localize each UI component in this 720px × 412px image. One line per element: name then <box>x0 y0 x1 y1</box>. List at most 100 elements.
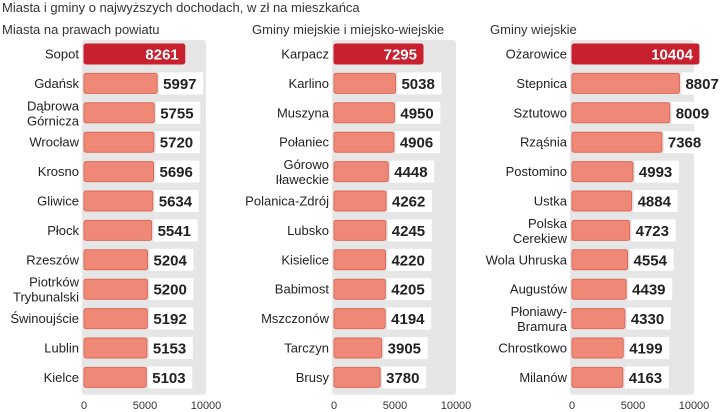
value-label-background <box>159 72 204 95</box>
category-label: Polanica-Zdrój <box>245 194 329 209</box>
value-label: 7295 <box>384 47 417 64</box>
value-label: 4330 <box>631 311 664 328</box>
category-label-line: Gdańsk <box>34 76 79 91</box>
value-label-background <box>155 131 200 154</box>
category-label-line: Sopot <box>45 47 79 62</box>
category-label: Milanów <box>519 370 567 385</box>
bar <box>571 131 663 153</box>
category-label-line: Dąbrowa <box>27 98 80 113</box>
category-label: Kisielice <box>281 252 329 267</box>
bar-chart-rural-communes: Ożarowice 10404 Stepnica 8807 Sztutowo 8009 Rz… <box>486 40 720 412</box>
value-label-background <box>387 278 432 301</box>
value-label: 5997 <box>163 76 196 93</box>
bar <box>333 161 389 183</box>
bar <box>333 337 383 359</box>
bar <box>83 249 148 271</box>
category-label: Świnoujście <box>10 311 79 326</box>
value-label: 4194 <box>391 311 425 328</box>
bar <box>571 161 634 183</box>
value-label: 8009 <box>676 105 709 122</box>
category-label-line: Ustka <box>534 194 568 209</box>
bar <box>83 161 154 183</box>
value-label-background <box>629 248 674 271</box>
category-label-line: Stepnica <box>516 76 567 91</box>
value-label-background <box>397 72 442 95</box>
category-label-line: Piotrków <box>29 275 79 290</box>
plot-background <box>82 40 206 395</box>
value-label-background <box>148 366 193 389</box>
bar <box>333 308 386 330</box>
category-label-line: Wola Uhruska <box>486 252 568 267</box>
category-label-line: Karpacz <box>281 47 329 62</box>
category-label-line: Polanica-Zdrój <box>245 194 329 209</box>
bar <box>83 72 158 94</box>
category-label-line: Wrocław <box>29 135 79 150</box>
value-label-background <box>153 219 198 242</box>
bar <box>83 308 148 330</box>
bar <box>333 43 424 65</box>
category-label-line: Brusy <box>296 370 330 385</box>
bar <box>83 337 148 359</box>
category-label-line: Płoniawy- <box>511 304 567 319</box>
category-label-line: Trybunalski <box>13 290 79 305</box>
category-label-line: Cerekiew <box>513 231 568 246</box>
category-label: Płoniawy-Bramura <box>511 304 568 334</box>
value-label: 5696 <box>159 164 192 181</box>
category-label-line: Gliwice <box>37 194 79 209</box>
plot-background <box>332 40 456 395</box>
category-label: Sztutowo <box>514 105 567 120</box>
plot-background <box>570 40 694 395</box>
bar <box>83 190 154 212</box>
bar <box>83 102 155 124</box>
category-label-line: Lubsko <box>287 223 329 238</box>
category-label-line: Połaniec <box>279 135 329 150</box>
category-label-line: Świnoujście <box>10 311 79 326</box>
value-label: 5204 <box>153 252 187 269</box>
x-tick-label: 0 <box>81 400 87 412</box>
category-label: Stepnica <box>516 76 567 91</box>
category-label: Płock <box>47 223 79 238</box>
category-label: Wola Uhruska <box>486 252 568 267</box>
category-label: Krosno <box>38 164 79 179</box>
category-label: Karlino <box>289 76 329 91</box>
category-label-line: Iławeckie <box>276 172 329 187</box>
x-tick-label: 10000 <box>191 400 222 412</box>
bar <box>571 278 627 300</box>
value-label: 4205 <box>391 282 424 299</box>
category-label: Augustów <box>510 282 568 297</box>
category-label-line: Karlino <box>289 76 329 91</box>
value-label-background <box>626 307 671 330</box>
bar <box>571 308 626 330</box>
category-label-line: Bramura <box>517 319 568 334</box>
value-label-background <box>149 248 194 271</box>
bar <box>83 366 147 388</box>
category-label: Ożarowice <box>506 47 567 62</box>
category-label: Sopot <box>45 47 79 62</box>
x-tick-label: 10000 <box>679 400 710 412</box>
category-label: Gdańsk <box>34 76 79 91</box>
value-label-background <box>156 101 201 124</box>
category-label: Kielce <box>44 370 79 385</box>
category-label-line: Rząśnia <box>520 135 568 150</box>
panel-title: Gminy wiejskie <box>490 22 577 37</box>
value-label-background <box>149 307 194 330</box>
value-label: 3780 <box>386 370 419 387</box>
category-label: Połaniec <box>279 135 329 150</box>
panel-title: Gminy miejskie i miejsko-wiejskie <box>252 22 445 37</box>
value-label-background <box>396 101 441 124</box>
x-tick-label: 5000 <box>133 400 157 412</box>
value-label-background <box>382 366 427 389</box>
category-label-line: Kisielice <box>281 252 329 267</box>
value-label-background <box>387 307 432 330</box>
category-label: Górowo Iławeckie <box>276 157 329 187</box>
category-label-line: Polska <box>528 216 568 231</box>
value-label-background <box>631 219 676 242</box>
bar-chart-urban-communes: Karpacz 7295 Karlino 5038 Muszyna 4950 Połanie… <box>245 40 471 412</box>
category-label: Gliwice <box>37 194 79 209</box>
category-label-line: Postomino <box>506 164 567 179</box>
value-label-background <box>149 278 194 301</box>
category-label-line: Muszyna <box>277 105 330 120</box>
value-label: 4723 <box>636 223 669 240</box>
bar <box>333 278 386 300</box>
panel-cities-with-county-rights: Miasta na prawach powiatu Sopot 8261 Gdańs… <box>2 22 232 412</box>
